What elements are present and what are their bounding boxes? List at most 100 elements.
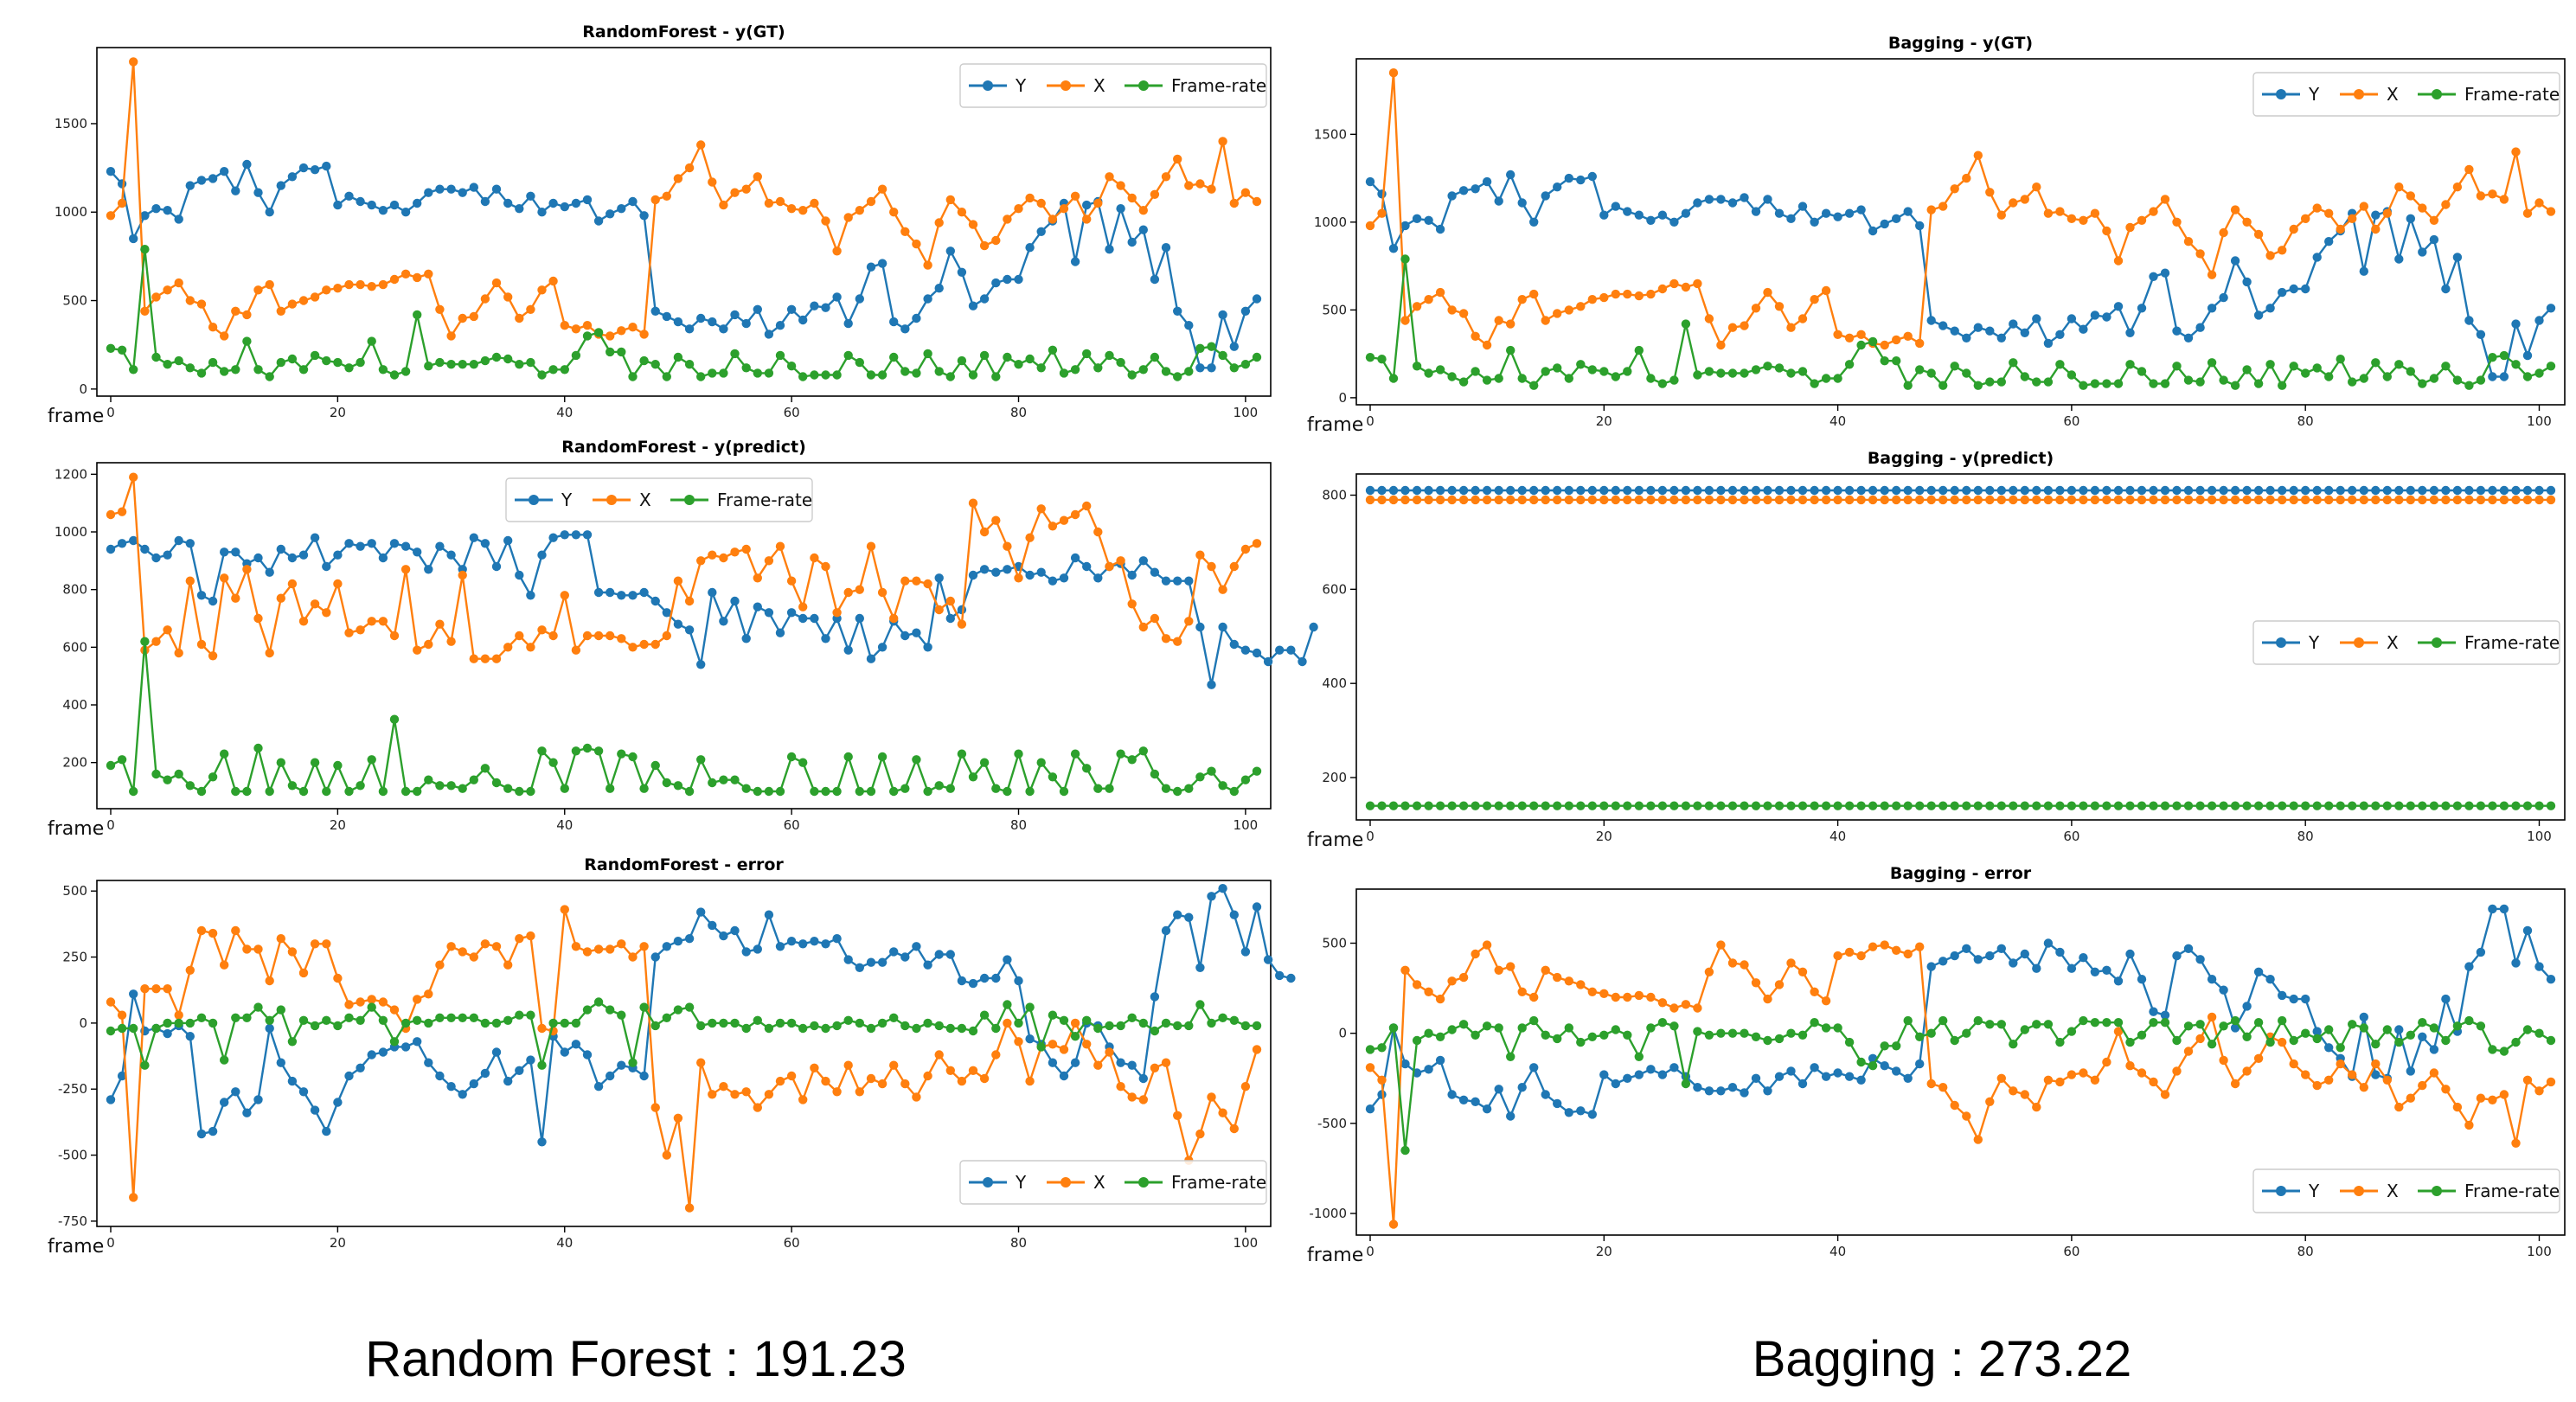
- data-point: [832, 246, 842, 256]
- data-point: [163, 775, 172, 784]
- data-point: [991, 973, 1001, 983]
- data-point: [2546, 485, 2556, 496]
- data-point: [1365, 485, 1375, 496]
- data-point: [1623, 801, 1632, 810]
- x-tick-label: 80: [1010, 405, 1027, 420]
- data-point: [1240, 775, 1251, 784]
- data-point: [117, 507, 127, 516]
- data-point: [1494, 1085, 1503, 1094]
- data-point: [1252, 766, 1262, 776]
- data-point: [1892, 945, 1901, 956]
- data-point: [2043, 1020, 2054, 1029]
- data-point: [276, 306, 285, 316]
- data-point: [1229, 910, 1240, 919]
- data-point: [548, 1018, 558, 1028]
- data-point: [1059, 1071, 1069, 1081]
- data-point: [446, 550, 456, 560]
- data-point: [1184, 617, 1194, 626]
- data-point: [1844, 333, 1855, 342]
- data-point: [1821, 495, 1831, 505]
- data-point: [424, 775, 433, 784]
- data-point: [1915, 1032, 1925, 1042]
- data-point: [2359, 1083, 2368, 1092]
- series-line: [1369, 907, 2552, 1117]
- data-point: [1996, 1020, 2006, 1029]
- data-point: [1868, 336, 1878, 347]
- data-point: [889, 1060, 899, 1070]
- data-point: [2289, 362, 2298, 371]
- data-point: [310, 599, 320, 609]
- data-point: [526, 304, 535, 314]
- data-point: [1424, 801, 1433, 810]
- data-point: [1763, 1086, 1772, 1096]
- data-point: [877, 1018, 888, 1028]
- data-point: [821, 1076, 830, 1086]
- x-tick-label: 60: [784, 405, 800, 420]
- data-point: [435, 960, 445, 970]
- data-point: [1435, 495, 1445, 505]
- data-point: [1252, 539, 1262, 548]
- data-point: [129, 234, 138, 244]
- data-point: [2009, 358, 2018, 368]
- data-point: [2102, 1057, 2111, 1067]
- data-point: [979, 294, 990, 304]
- data-point: [548, 631, 558, 641]
- data-point: [503, 643, 513, 652]
- data-point: [1252, 1045, 1262, 1054]
- data-point: [537, 1137, 547, 1147]
- data-point: [2452, 485, 2463, 496]
- data-point: [606, 944, 615, 954]
- data-point: [1093, 573, 1103, 583]
- data-point: [117, 198, 127, 208]
- y-tick-label: 800: [62, 582, 87, 598]
- data-point: [2394, 1102, 2404, 1112]
- data-point: [220, 960, 229, 970]
- data-point: [2546, 1035, 2556, 1046]
- data-point: [400, 269, 411, 278]
- y-tick-label: -750: [58, 1213, 87, 1229]
- data-point: [220, 749, 229, 759]
- data-point: [163, 625, 172, 635]
- data-point: [843, 955, 853, 964]
- data-point: [1161, 1058, 1171, 1067]
- data-point: [1482, 801, 1492, 810]
- data-point: [2207, 304, 2217, 313]
- data-point: [2125, 801, 2135, 810]
- data-point: [945, 195, 956, 205]
- data-point: [1127, 755, 1137, 765]
- data-point: [2125, 1037, 2135, 1047]
- data-point: [2242, 495, 2252, 505]
- data-point: [2055, 495, 2065, 505]
- data-point: [298, 617, 309, 626]
- data-point: [1716, 495, 1726, 505]
- data-point: [2265, 801, 2275, 810]
- data-point: [1797, 1079, 1808, 1089]
- data-point: [2511, 495, 2521, 505]
- legend: Y X Frame-rate: [2252, 620, 2560, 665]
- data-point: [253, 285, 263, 295]
- data-point: [1506, 801, 1515, 810]
- y-tick-label: -500: [1317, 1116, 1347, 1131]
- data-point: [356, 781, 365, 791]
- data-point: [185, 296, 195, 305]
- data-point: [458, 784, 467, 793]
- data-point: [2534, 1086, 2544, 1096]
- data-point: [1996, 944, 2006, 954]
- series-y: [106, 159, 1262, 373]
- data-point: [753, 786, 762, 797]
- data-point: [832, 608, 842, 618]
- series-line: [110, 163, 1258, 369]
- data-point: [2125, 222, 2135, 233]
- data-point: [2265, 251, 2275, 260]
- data-point: [1657, 284, 1668, 294]
- data-point: [866, 1073, 876, 1084]
- x-tick-label: 100: [1234, 405, 1259, 420]
- data-point: [378, 365, 388, 375]
- x-tick-label: 40: [1829, 829, 1846, 844]
- data-point: [1218, 622, 1227, 632]
- x-tick-label: 60: [2063, 413, 2079, 429]
- data-point: [2382, 801, 2392, 810]
- data-point: [1541, 495, 1550, 505]
- data-point: [310, 533, 320, 542]
- data-point: [1599, 801, 1609, 810]
